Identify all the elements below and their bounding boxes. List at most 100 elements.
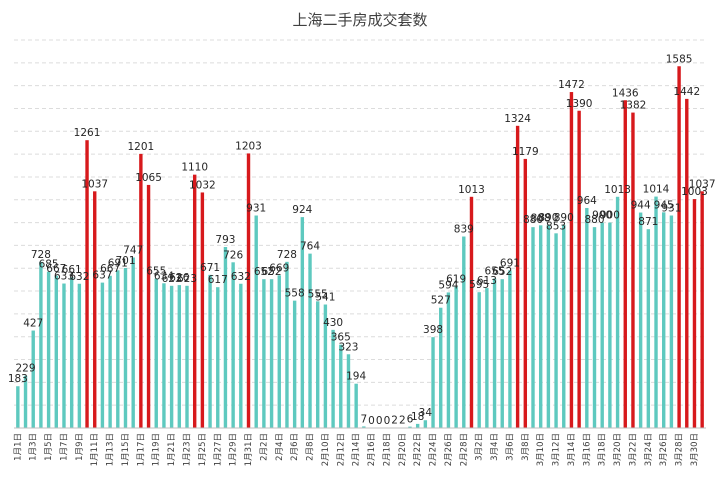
data-label: 626 <box>169 272 189 284</box>
data-label: 655 <box>146 266 166 278</box>
data-label: 924 <box>292 204 312 216</box>
bar <box>500 279 504 428</box>
bar <box>439 307 443 428</box>
data-label: 728 <box>277 249 297 261</box>
bar <box>331 329 335 428</box>
data-label: 1203 <box>235 140 262 152</box>
data-label: 652 <box>254 266 274 278</box>
x-tick-label: 2月8日 <box>306 433 316 461</box>
data-label: 880 <box>523 214 543 226</box>
data-label: 661 <box>62 264 82 276</box>
bar <box>631 112 635 428</box>
bar <box>677 66 681 428</box>
data-label: 669 <box>269 262 289 274</box>
bar <box>85 140 89 428</box>
data-label: 890 <box>538 212 558 224</box>
data-label: 1585 <box>666 53 693 65</box>
x-tick-label: 1月9日 <box>75 433 85 461</box>
bar <box>492 278 497 428</box>
bar <box>31 330 35 428</box>
bar <box>162 283 166 428</box>
bar <box>592 227 597 428</box>
bar <box>108 275 112 428</box>
bar <box>100 282 105 428</box>
data-label: 1037 <box>81 178 108 190</box>
data-label: 1436 <box>612 87 639 99</box>
data-label: 632 <box>69 271 89 283</box>
bar <box>316 301 320 428</box>
data-label: 0 <box>368 415 375 427</box>
bar <box>523 158 528 428</box>
data-label: 691 <box>108 257 128 269</box>
bar <box>62 283 66 428</box>
bar <box>246 153 251 428</box>
bar <box>146 184 151 428</box>
bar <box>46 271 51 428</box>
x-tick-label: 1月15日 <box>121 433 131 466</box>
x-tick-label: 2月28日 <box>459 433 469 466</box>
data-label: 183 <box>8 373 28 385</box>
x-tick-label: 2月24日 <box>429 433 439 466</box>
data-label: 1003 <box>681 186 708 198</box>
data-label: 1037 <box>689 178 716 190</box>
x-tick-label: 2月22日 <box>413 433 423 466</box>
x-tick-label: 2月26日 <box>444 433 454 466</box>
bar <box>615 196 620 428</box>
data-label: 1472 <box>558 79 585 91</box>
bar <box>139 153 143 428</box>
data-label: 655 <box>485 266 505 278</box>
x-tick-label: 1月23日 <box>183 433 193 466</box>
data-labels: 1832294277286856676336616321261103763766… <box>8 53 716 427</box>
data-label: 1014 <box>643 184 670 196</box>
data-label: 667 <box>100 263 120 275</box>
data-label: 888 <box>531 212 551 224</box>
bar <box>177 285 182 428</box>
data-label: 2 <box>399 415 406 427</box>
bar <box>339 344 343 428</box>
bar <box>200 192 205 428</box>
data-label: 853 <box>546 220 566 232</box>
x-tick-label: 1月13日 <box>106 433 116 466</box>
data-label: 667 <box>46 263 66 275</box>
data-label: 595 <box>469 279 489 291</box>
bar <box>546 224 551 428</box>
data-label: 18 <box>411 411 424 423</box>
data-label: 1013 <box>458 184 485 196</box>
x-tick-label: 1月3日 <box>29 433 39 461</box>
bar <box>685 98 689 428</box>
bar <box>362 426 366 428</box>
bar <box>446 292 451 428</box>
x-tick-label: 3月14日 <box>567 433 577 466</box>
bar <box>608 222 612 428</box>
bar <box>485 288 489 428</box>
bar <box>192 174 197 428</box>
data-label: 623 <box>177 273 197 285</box>
data-label: 652 <box>262 266 282 278</box>
bar <box>77 283 82 428</box>
x-tick-label: 2月20日 <box>398 433 408 466</box>
x-tick-label: 3月28日 <box>675 433 685 466</box>
bar <box>277 275 281 428</box>
bars <box>16 66 704 428</box>
bar <box>262 279 266 428</box>
bar <box>308 253 312 428</box>
x-tick-label: 1月27日 <box>213 433 223 466</box>
x-tick-label: 3月8日 <box>521 433 531 461</box>
bar <box>23 375 28 428</box>
bar <box>169 285 174 428</box>
data-label: 617 <box>208 274 228 286</box>
bar <box>39 261 43 428</box>
data-label: 634 <box>154 270 174 282</box>
bar <box>538 225 543 428</box>
x-tick-label: 3月16日 <box>582 433 592 466</box>
bar <box>323 304 328 428</box>
x-tick-label: 2月18日 <box>382 433 392 466</box>
data-label: 427 <box>23 318 43 330</box>
bar <box>292 300 297 428</box>
data-label: 398 <box>423 324 443 336</box>
bar <box>54 275 58 428</box>
bar <box>239 283 243 428</box>
data-label: 747 <box>123 245 143 257</box>
